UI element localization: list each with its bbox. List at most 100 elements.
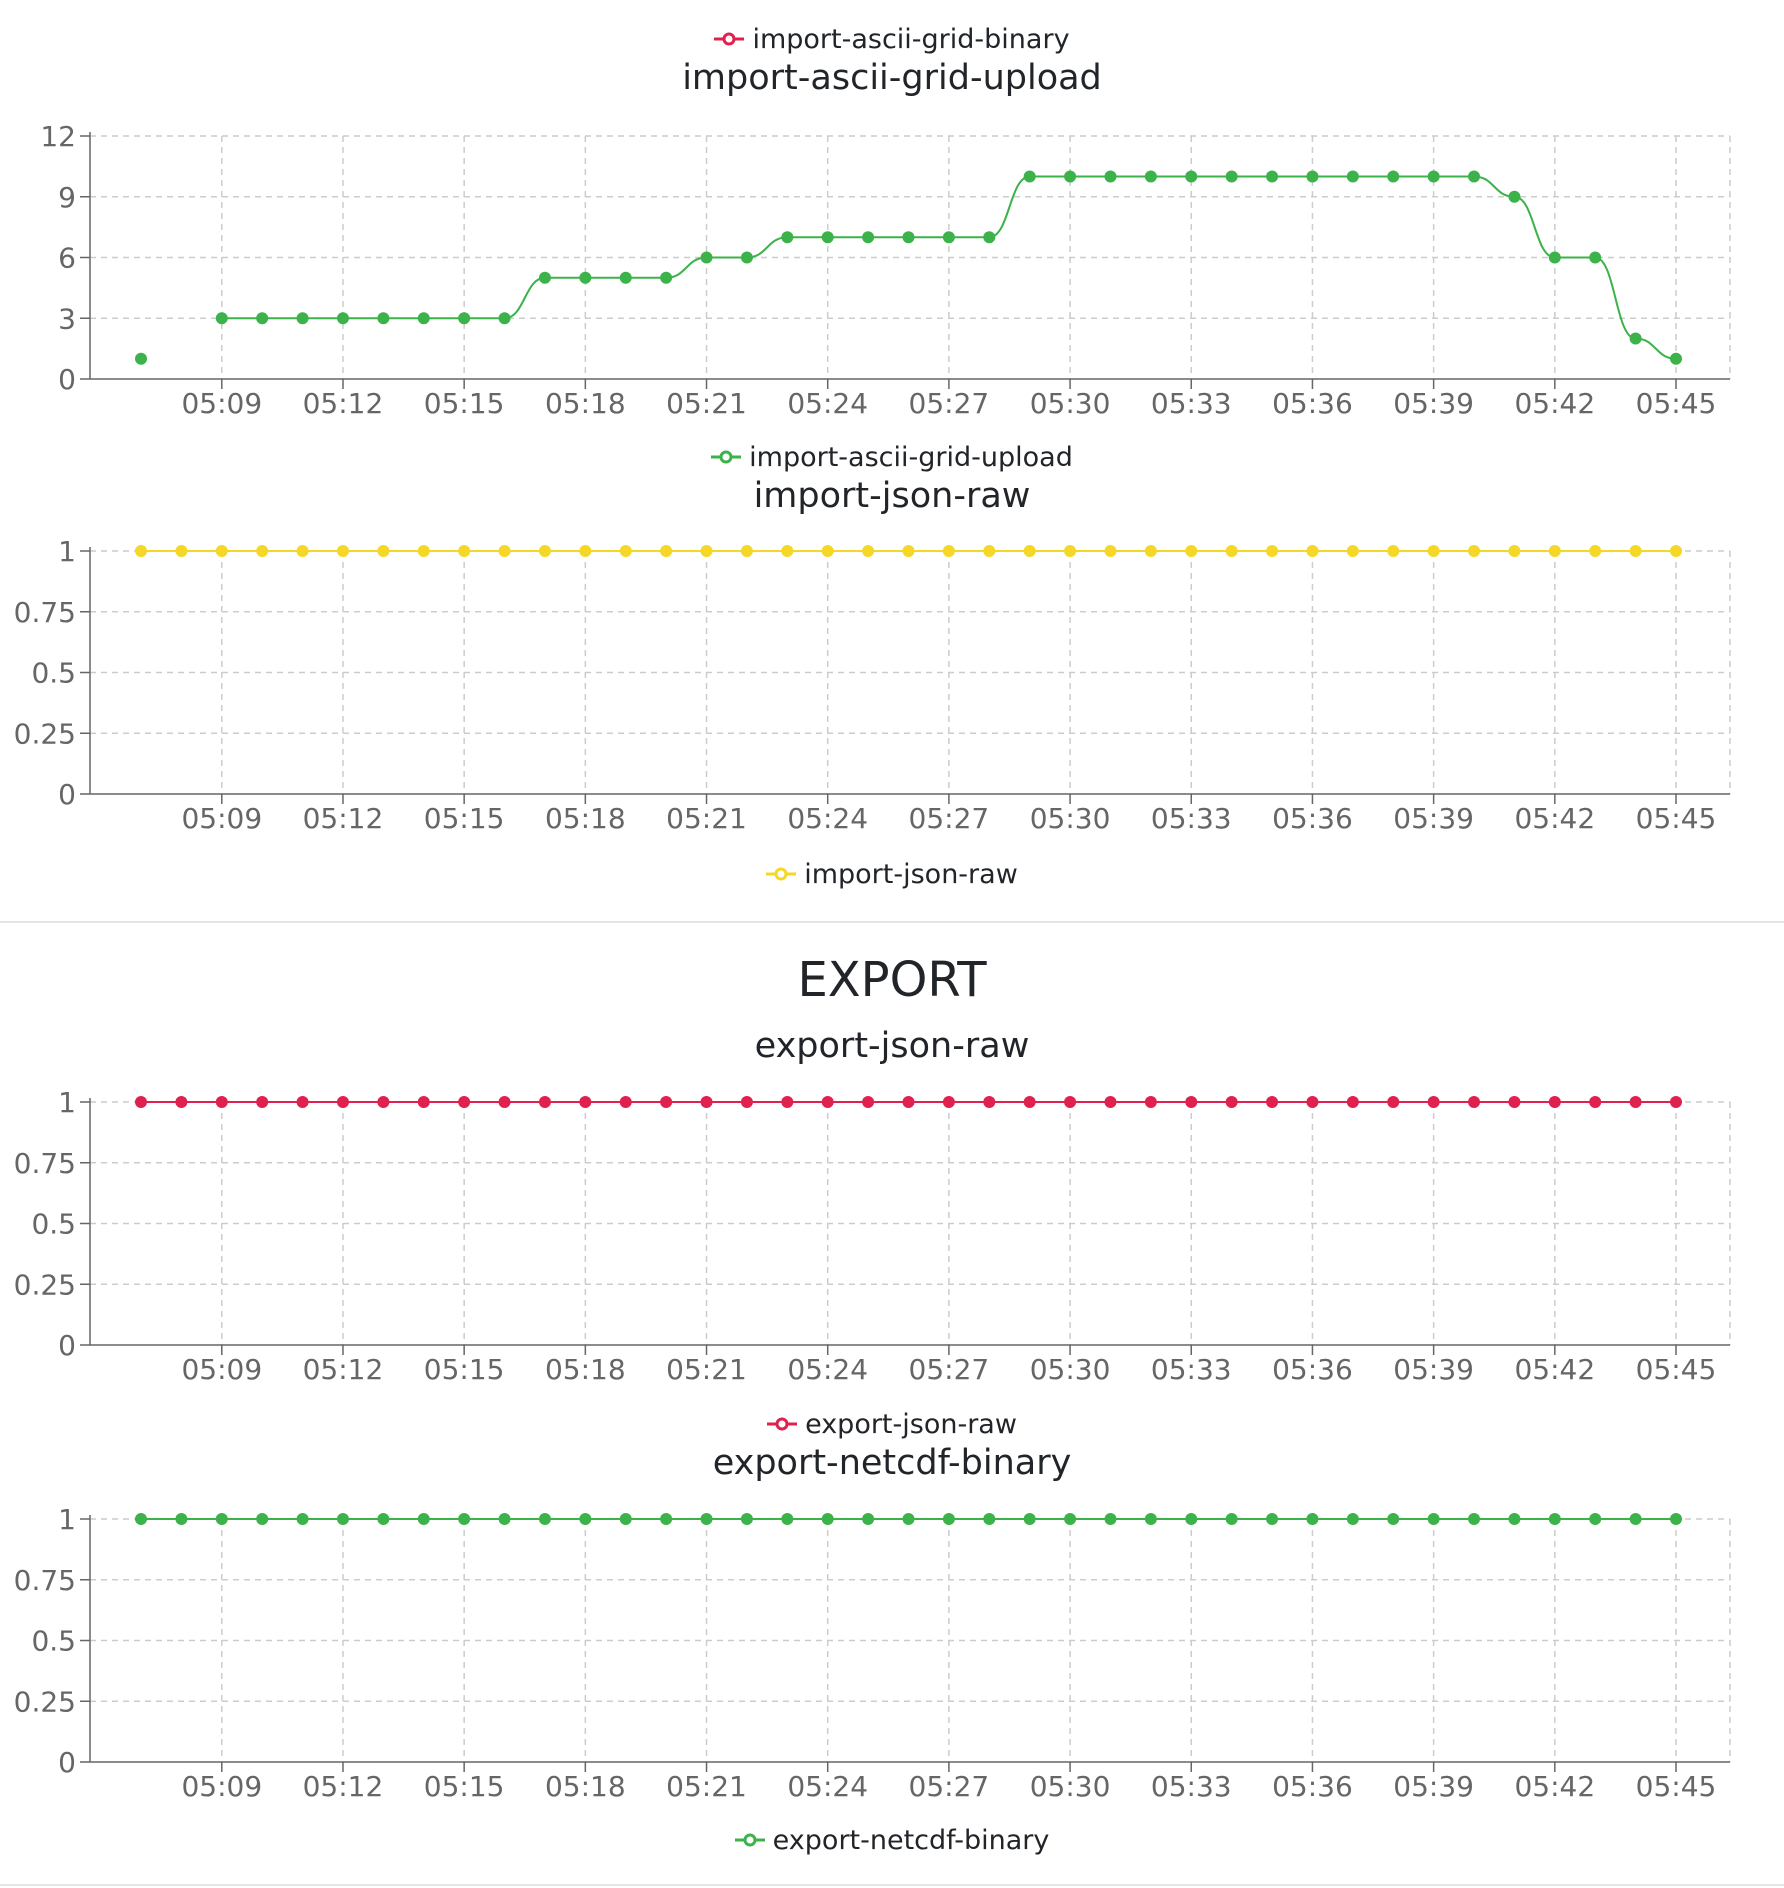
data-point[interactable]	[135, 352, 147, 365]
data-point[interactable]	[700, 251, 713, 264]
data-point[interactable]	[1144, 170, 1157, 183]
data-point[interactable]	[175, 1513, 188, 1525]
data-point[interactable]	[1346, 1513, 1359, 1525]
data-point[interactable]	[1144, 1513, 1157, 1525]
data-point[interactable]	[1508, 545, 1521, 557]
data-point[interactable]	[1064, 545, 1077, 557]
data-point[interactable]	[296, 312, 309, 325]
data-point[interactable]	[1629, 1513, 1642, 1525]
data-point[interactable]	[1064, 170, 1077, 183]
data-point[interactable]	[256, 312, 269, 325]
data-point[interactable]	[1346, 1096, 1359, 1108]
data-point[interactable]	[902, 545, 915, 557]
data-point[interactable]	[781, 1096, 794, 1108]
data-point[interactable]	[1306, 170, 1319, 183]
data-point[interactable]	[660, 1096, 673, 1108]
data-point[interactable]	[1629, 332, 1642, 345]
data-point[interactable]	[1185, 170, 1198, 183]
data-point[interactable]	[1629, 545, 1642, 557]
data-point[interactable]	[821, 545, 834, 557]
data-point[interactable]	[1346, 545, 1359, 557]
data-point[interactable]	[1508, 190, 1521, 203]
data-point[interactable]	[1023, 545, 1036, 557]
data-point[interactable]	[1346, 170, 1359, 183]
data-point[interactable]	[498, 312, 511, 325]
data-point[interactable]	[498, 545, 511, 557]
data-point[interactable]	[498, 1513, 511, 1525]
data-point[interactable]	[740, 251, 753, 264]
data-point[interactable]	[1427, 1513, 1440, 1525]
data-point[interactable]	[215, 1513, 228, 1525]
data-point[interactable]	[1104, 545, 1117, 557]
data-point[interactable]	[1427, 545, 1440, 557]
data-point[interactable]	[336, 312, 349, 325]
data-point[interactable]	[942, 1096, 955, 1108]
data-point[interactable]	[1468, 1096, 1481, 1108]
data-point[interactable]	[296, 1096, 309, 1108]
legend-export-json-raw[interactable]: export-json-raw	[0, 1407, 1784, 1441]
data-point[interactable]	[1387, 170, 1400, 183]
data-point[interactable]	[942, 231, 955, 244]
data-point[interactable]	[579, 1513, 592, 1525]
data-point[interactable]	[458, 1096, 471, 1108]
data-point[interactable]	[1104, 170, 1117, 183]
data-point[interactable]	[740, 1513, 753, 1525]
data-point[interactable]	[1589, 251, 1602, 264]
data-point[interactable]	[579, 545, 592, 557]
data-point[interactable]	[1225, 1096, 1238, 1108]
data-point[interactable]	[215, 545, 228, 557]
data-point[interactable]	[1266, 1513, 1279, 1525]
data-point[interactable]	[781, 545, 794, 557]
data-point[interactable]	[902, 1096, 915, 1108]
data-point[interactable]	[296, 1513, 309, 1525]
data-point[interactable]	[1185, 1096, 1198, 1108]
data-point[interactable]	[175, 1096, 188, 1108]
data-point[interactable]	[1629, 1096, 1642, 1108]
data-point[interactable]	[1225, 170, 1238, 183]
data-point[interactable]	[700, 1096, 713, 1108]
data-point[interactable]	[336, 1096, 349, 1108]
data-point[interactable]	[740, 1096, 753, 1108]
data-point[interactable]	[1670, 545, 1682, 557]
data-point[interactable]	[1589, 545, 1602, 557]
data-point[interactable]	[538, 545, 551, 557]
data-point[interactable]	[175, 545, 188, 557]
data-point[interactable]	[1589, 1096, 1602, 1108]
data-point[interactable]	[417, 545, 430, 557]
data-point[interactable]	[942, 1513, 955, 1525]
data-point[interactable]	[579, 1096, 592, 1108]
data-point[interactable]	[256, 1513, 269, 1525]
data-point[interactable]	[619, 545, 632, 557]
data-point[interactable]	[1144, 545, 1157, 557]
data-point[interactable]	[538, 1096, 551, 1108]
data-point[interactable]	[538, 271, 551, 284]
data-point[interactable]	[619, 271, 632, 284]
data-point[interactable]	[336, 545, 349, 557]
data-point[interactable]	[377, 1513, 390, 1525]
data-point[interactable]	[377, 312, 390, 325]
data-point[interactable]	[135, 545, 147, 557]
data-point[interactable]	[1266, 170, 1279, 183]
data-point[interactable]	[821, 1096, 834, 1108]
data-point[interactable]	[781, 1513, 794, 1525]
data-point[interactable]	[700, 1513, 713, 1525]
data-point[interactable]	[135, 1513, 147, 1525]
data-point[interactable]	[1266, 545, 1279, 557]
data-point[interactable]	[296, 545, 309, 557]
data-point[interactable]	[660, 1513, 673, 1525]
data-point[interactable]	[377, 1096, 390, 1108]
data-point[interactable]	[1064, 1096, 1077, 1108]
data-point[interactable]	[862, 231, 875, 244]
data-point[interactable]	[538, 1513, 551, 1525]
data-point[interactable]	[1427, 170, 1440, 183]
data-point[interactable]	[1548, 1096, 1561, 1108]
data-point[interactable]	[417, 1513, 430, 1525]
data-point[interactable]	[660, 271, 673, 284]
data-point[interactable]	[1266, 1096, 1279, 1108]
data-point[interactable]	[1548, 545, 1561, 557]
data-point[interactable]	[1144, 1096, 1157, 1108]
data-point[interactable]	[821, 231, 834, 244]
data-point[interactable]	[1185, 1513, 1198, 1525]
data-point[interactable]	[1589, 1513, 1602, 1525]
legend-import-ascii-grid-upload[interactable]: import-ascii-grid-upload	[0, 440, 1784, 474]
